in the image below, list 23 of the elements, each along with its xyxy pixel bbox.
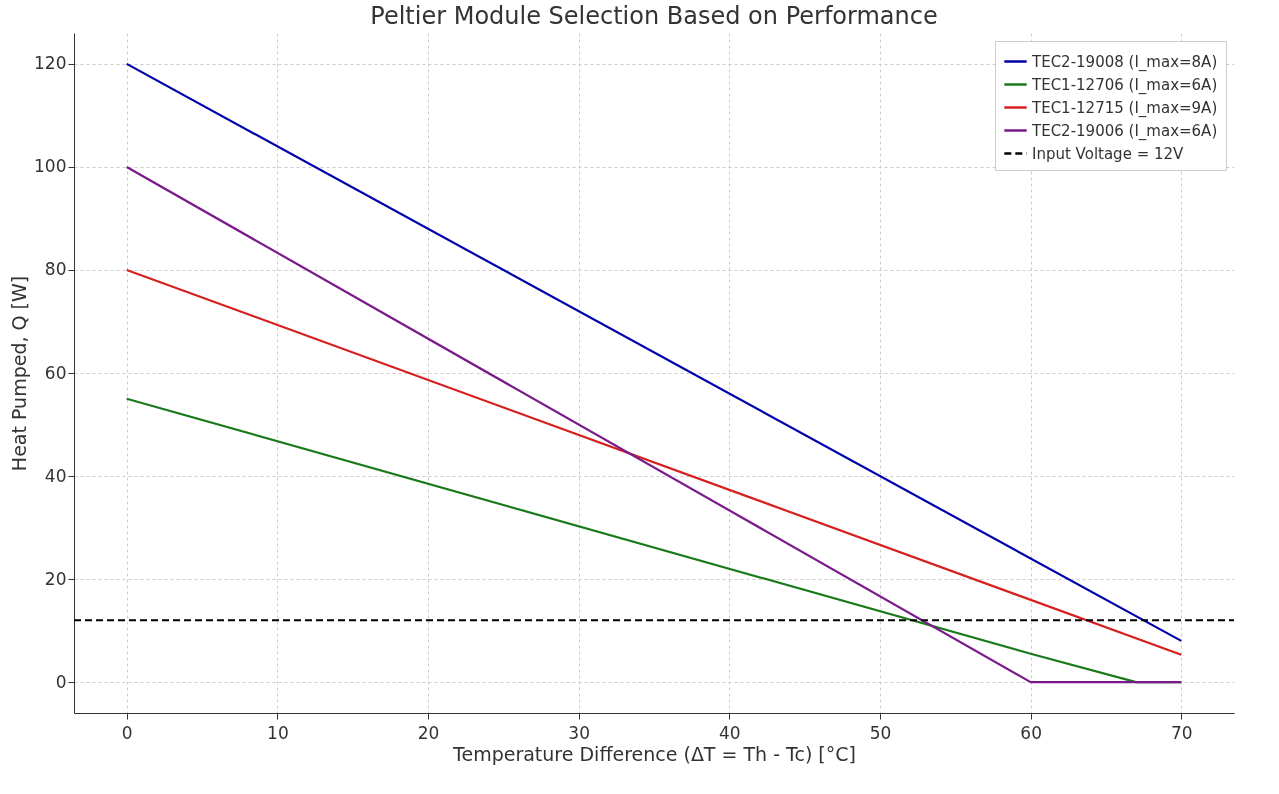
y-axis-title: Heat Pumped, Q [W]: [8, 275, 31, 472]
y-tick-label: 60: [44, 362, 67, 383]
legend-label: Input Voltage = 12V: [1032, 144, 1185, 163]
x-tick-label: 50: [869, 722, 892, 743]
x-tick-label: 30: [568, 722, 590, 743]
legend-label: TEC1-12715 (I_max=9A): [1031, 98, 1218, 118]
x-tick-label: 60: [1020, 722, 1042, 743]
legend-label: TEC2-19006 (I_max=6A): [1031, 121, 1218, 141]
legend-label: TEC2-19008 (I_max=8A): [1031, 52, 1218, 72]
y-tick-label: 40: [44, 465, 67, 486]
x-tick-label: 20: [417, 722, 440, 743]
x-tick-label: 0: [121, 722, 133, 743]
legend-label: TEC1-12706 (I_max=6A): [1031, 75, 1218, 95]
y-tick-label: 0: [55, 671, 67, 692]
x-tick-label: 40: [719, 722, 741, 743]
chart-title: Peltier Module Selection Based on Performance: [370, 2, 938, 30]
x-tick-label: 70: [1170, 722, 1193, 743]
y-tick-label: 120: [34, 53, 67, 74]
y-tick-label: 20: [44, 568, 67, 589]
x-tick-label: 10: [267, 722, 289, 743]
y-tick-label: 100: [34, 156, 67, 177]
y-tick-label: 80: [44, 259, 67, 280]
x-axis-title: Temperature Difference (ΔT = Th - Tc) [°C]: [452, 742, 856, 765]
